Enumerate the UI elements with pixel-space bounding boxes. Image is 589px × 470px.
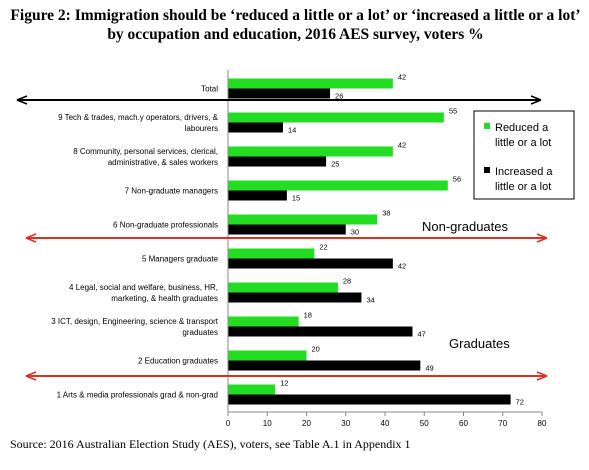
category-label: 8 Community, personal services, clerical… [73, 147, 218, 156]
legend-label-increased-line2: little or a lot [495, 181, 551, 193]
chart-title: Figure 2: Immigration should be ‘reduced… [10, 7, 581, 43]
x-tick-label: 0 [226, 419, 231, 428]
data-label-reduced: 56 [453, 175, 461, 184]
bar-increased [228, 224, 346, 235]
source-note: Source: 2016 Australian Election Study (… [10, 437, 411, 451]
legend-swatch-increased [484, 167, 490, 173]
x-tick-label: 60 [459, 419, 468, 428]
data-label-reduced: 42 [398, 73, 406, 82]
data-label-increased: 49 [425, 364, 433, 373]
bar-increased [228, 156, 327, 167]
bar-increased [228, 190, 287, 201]
graduates-divider-arrow [25, 371, 548, 381]
x-tick-label: 20 [302, 419, 311, 428]
bar-increased [228, 88, 331, 99]
x-tick-label: 70 [498, 419, 507, 428]
arrows-layer [16, 95, 548, 381]
data-label-increased: 42 [398, 262, 406, 271]
category-label: 6 Non-graduate professionals [113, 221, 218, 230]
bar-reduced [228, 146, 393, 157]
graduates-annotation: Graduates [449, 336, 510, 351]
bar-increased [228, 122, 283, 133]
category-label: 7 Non-graduate managers [125, 187, 218, 196]
data-label-increased: 26 [335, 92, 343, 101]
data-label-reduced: 42 [398, 141, 406, 150]
data-label-reduced: 55 [449, 107, 457, 116]
x-tick-label: 80 [538, 419, 547, 428]
legend: Reduced a little or a lot Increased a li… [473, 110, 575, 200]
category-label: labourers [185, 124, 218, 133]
x-tick-label: 50 [420, 419, 429, 428]
bar-reduced [228, 282, 338, 293]
x-axis: 0 10 20 30 40 50 60 70 80 [226, 70, 547, 428]
x-tick-label: 40 [381, 419, 390, 428]
bars-layer: Total 42 26 9 Tech & trades, mach.y operato… [51, 73, 524, 407]
category-label: graduates [182, 328, 218, 337]
legend-box [473, 110, 575, 200]
data-label-increased: 72 [516, 398, 524, 407]
total-divider-arrow [16, 95, 542, 105]
bar-increased [228, 394, 511, 405]
data-label-reduced: 38 [382, 209, 390, 218]
legend-swatch-reduced [484, 123, 490, 129]
x-tick-label: 30 [341, 419, 350, 428]
category-label: Total [201, 85, 218, 94]
bar-reduced [228, 180, 448, 191]
non-graduates-divider-arrow [25, 233, 548, 243]
data-label-increased: 30 [351, 228, 359, 237]
bar-reduced [228, 214, 378, 225]
bar-reduced [228, 316, 299, 327]
bar-increased [228, 326, 413, 337]
data-label-reduced: 20 [312, 345, 320, 354]
data-label-increased: 25 [331, 160, 339, 169]
data-label-reduced: 12 [280, 379, 288, 388]
category-label: 5 Managers graduate [142, 255, 219, 264]
bar-increased [228, 258, 393, 269]
data-label-reduced: 22 [319, 243, 327, 252]
bar-increased [228, 360, 421, 371]
bar-reduced [228, 350, 307, 361]
bar-reduced [228, 78, 393, 89]
data-label-increased: 14 [288, 126, 296, 135]
category-label: 9 Tech & trades, mach.y operators, drive… [58, 113, 219, 122]
legend-label-reduced-line1: Reduced a [495, 122, 549, 134]
bar-reduced [228, 384, 276, 395]
data-label-reduced: 28 [343, 277, 351, 286]
category-label: 2 Education graduates [138, 357, 218, 366]
non-graduates-annotation: Non-graduates [422, 219, 508, 234]
category-label: administrative, & sales workers [108, 158, 218, 167]
x-tick-label: 10 [263, 419, 272, 428]
bar-increased [228, 292, 362, 303]
category-label: 3 ICT, design, Engineering, science & tr… [51, 317, 219, 326]
bar-reduced [228, 248, 315, 259]
data-label-increased: 15 [292, 194, 300, 203]
legend-label-increased-line1: Increased a [495, 166, 553, 178]
data-label-reduced: 18 [304, 311, 312, 320]
category-label: 1 Arts & media professionals grad & non-… [57, 391, 218, 400]
category-label: marketing, & health graduates [111, 294, 218, 303]
data-label-increased: 34 [366, 296, 374, 305]
legend-label-reduced-line2: little or a lot [495, 137, 551, 149]
category-label: 4 Legal, social and welfare, business, H… [69, 283, 218, 292]
bar-reduced [228, 112, 444, 123]
data-label-increased: 47 [417, 330, 425, 339]
